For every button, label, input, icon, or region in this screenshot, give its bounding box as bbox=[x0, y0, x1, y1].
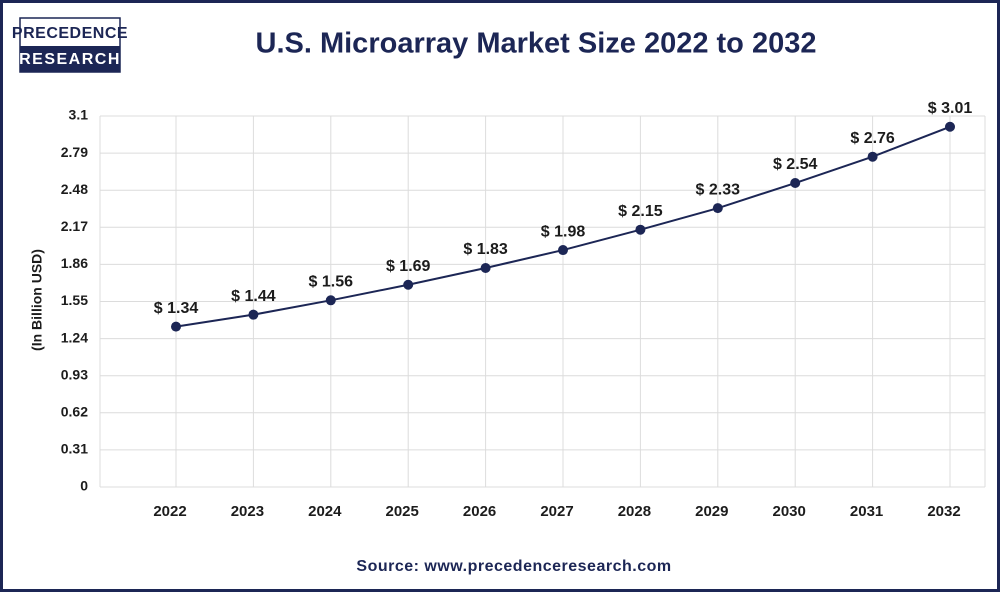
logo-band bbox=[20, 46, 120, 72]
x-tick-label: 2027 bbox=[540, 503, 573, 520]
point bbox=[867, 151, 878, 162]
data-label: $ 2.15 bbox=[618, 203, 663, 220]
point bbox=[171, 321, 181, 332]
y-tick-label: 0.62 bbox=[61, 404, 88, 420]
data-label: $ 3.01 bbox=[928, 100, 973, 117]
y-tick-label: 3.1 bbox=[69, 107, 89, 123]
point bbox=[325, 295, 336, 306]
data-label: $ 1.56 bbox=[309, 274, 354, 291]
logo-text: PRECEDENCE bbox=[12, 25, 128, 42]
y-tick-label: 0.93 bbox=[61, 366, 88, 382]
x-tick-label: 2032 bbox=[927, 503, 960, 520]
logo-text: RESEARCH bbox=[19, 51, 121, 68]
y-tick-label: 1.86 bbox=[61, 255, 88, 271]
y-axis-label: (In Billion USD) bbox=[29, 249, 45, 351]
data-label: $ 1.34 bbox=[154, 300, 199, 317]
y-tick-label: 0 bbox=[80, 478, 88, 494]
data-label: $ 1.44 bbox=[231, 288, 276, 305]
x-tick-label: 2024 bbox=[308, 503, 342, 520]
x-tick-label: 2029 bbox=[695, 503, 728, 520]
source: Source: www.precedenceresearch.com bbox=[356, 558, 671, 575]
data-label: $ 1.83 bbox=[463, 241, 508, 258]
point bbox=[403, 279, 414, 290]
x-tick-label: 2030 bbox=[773, 503, 806, 520]
point bbox=[635, 224, 646, 235]
data-label: $ 2.76 bbox=[850, 130, 895, 147]
point bbox=[558, 245, 568, 256]
x-tick-label: 2028 bbox=[618, 503, 651, 520]
x-tick-label: 2023 bbox=[231, 503, 264, 520]
x-tick-label: 2026 bbox=[463, 503, 496, 520]
x-tick-label: 2025 bbox=[386, 503, 419, 520]
y-tick-label: 0.31 bbox=[61, 441, 88, 457]
y-tick-label: 2.48 bbox=[61, 181, 88, 197]
point bbox=[480, 262, 491, 273]
data-label: $ 2.33 bbox=[696, 181, 741, 198]
point bbox=[248, 309, 259, 320]
point bbox=[712, 203, 723, 214]
y-tick-label: 1.24 bbox=[61, 329, 88, 345]
data-label: $ 2.54 bbox=[773, 156, 818, 173]
point bbox=[790, 178, 801, 189]
data-label: $ 1.98 bbox=[541, 223, 586, 240]
y-tick-label: 2.79 bbox=[61, 144, 88, 160]
point bbox=[945, 121, 955, 132]
logo: PRECEDENCE RESEARCH bbox=[12, 17, 128, 73]
chart-title: U.S. Microarray Market Size 2022 to 2032 bbox=[256, 28, 817, 60]
x-tick-label: 2031 bbox=[850, 503, 883, 520]
y-tick-label: 1.55 bbox=[61, 292, 88, 308]
data-label: $ 1.69 bbox=[386, 258, 431, 275]
x-tick-label: 2022 bbox=[153, 503, 186, 520]
y-tick-label: 2.17 bbox=[61, 218, 88, 234]
